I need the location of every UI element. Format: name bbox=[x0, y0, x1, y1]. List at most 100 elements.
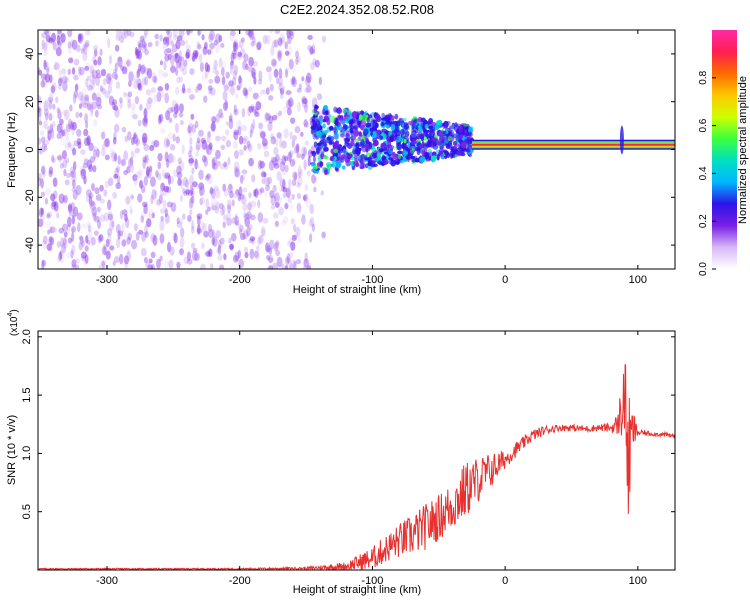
heat-cell bbox=[262, 34, 268, 45]
heat-cell bbox=[113, 68, 117, 74]
heat-cell bbox=[411, 158, 417, 163]
heat-cell bbox=[209, 186, 214, 195]
heat-cell bbox=[221, 76, 226, 86]
heat-cell bbox=[143, 256, 148, 264]
heat-cell bbox=[170, 65, 176, 73]
heat-cell bbox=[191, 52, 196, 63]
heat-cell bbox=[181, 144, 185, 155]
heat-cell bbox=[44, 144, 48, 152]
heat-cell bbox=[232, 76, 237, 87]
heat-cell bbox=[137, 119, 142, 127]
heat-cell bbox=[256, 92, 262, 98]
heat-cell bbox=[225, 71, 230, 79]
heat-cell bbox=[220, 67, 225, 77]
heat-cell bbox=[91, 74, 97, 86]
heat-cell bbox=[75, 83, 80, 92]
heat-cell bbox=[293, 223, 297, 233]
heat-cell bbox=[101, 246, 107, 256]
heat-cell bbox=[204, 62, 209, 72]
heat-cell bbox=[38, 218, 44, 228]
heat-cell bbox=[159, 113, 164, 123]
heat-cell bbox=[92, 44, 99, 50]
heat-cell bbox=[95, 73, 102, 79]
heat-cell bbox=[241, 169, 248, 175]
heat-cell bbox=[159, 233, 165, 244]
heat-cell bbox=[95, 96, 102, 107]
heat-cell bbox=[38, 120, 43, 126]
heat-cell bbox=[156, 198, 161, 206]
heat-cell bbox=[306, 265, 311, 269]
heat-cell bbox=[199, 198, 203, 206]
heat-cell bbox=[265, 66, 272, 73]
heat-cell bbox=[166, 138, 171, 147]
heat-cell bbox=[130, 150, 134, 159]
heat-cell bbox=[181, 68, 188, 76]
heat-cell bbox=[220, 144, 226, 150]
heat-cell bbox=[368, 141, 373, 150]
heat-cell bbox=[200, 137, 206, 144]
heat-cell bbox=[108, 179, 112, 188]
heat-cell bbox=[270, 204, 276, 210]
heat-cell bbox=[105, 73, 112, 85]
heat-cell bbox=[154, 189, 158, 199]
heat-cell bbox=[234, 251, 240, 262]
heat-cell bbox=[136, 73, 140, 82]
heat-cell bbox=[134, 147, 140, 154]
heat-cell bbox=[222, 90, 228, 102]
heat-cell bbox=[323, 146, 329, 152]
heat-cell bbox=[167, 241, 171, 253]
heat-cell bbox=[291, 63, 297, 75]
heat-cell bbox=[93, 59, 98, 66]
heat-cell bbox=[106, 228, 113, 236]
heat-cell bbox=[269, 190, 275, 199]
heat-cell bbox=[269, 239, 275, 250]
heat-cell bbox=[233, 129, 240, 135]
heat-cell bbox=[64, 76, 69, 84]
heat-cell bbox=[128, 71, 134, 82]
heat-cell bbox=[160, 182, 165, 192]
heat-cell bbox=[248, 238, 254, 244]
heat-cell bbox=[129, 31, 135, 38]
y-tick-label: 40 bbox=[24, 48, 36, 60]
heat-cell bbox=[170, 54, 175, 66]
heat-cell bbox=[119, 210, 124, 220]
heat-cell bbox=[119, 100, 123, 110]
heat-cell bbox=[43, 140, 50, 146]
heat-cell bbox=[95, 194, 102, 201]
heat-cell bbox=[112, 99, 118, 106]
heat-cell bbox=[226, 217, 232, 226]
heat-cell bbox=[275, 191, 280, 201]
heat-cell bbox=[302, 194, 307, 201]
heat-cell bbox=[124, 214, 128, 222]
heat-cell bbox=[333, 141, 339, 149]
heat-cell bbox=[244, 213, 250, 220]
heat-cell bbox=[297, 176, 303, 186]
heat-cell bbox=[56, 212, 60, 219]
heat-cell bbox=[124, 135, 129, 143]
heat-cell bbox=[353, 142, 360, 148]
heat-cell bbox=[99, 214, 106, 222]
heat-cell bbox=[212, 235, 218, 247]
heat-cell bbox=[150, 264, 156, 269]
heat-cell bbox=[272, 184, 277, 193]
heat-cell bbox=[97, 219, 102, 229]
heat-cell bbox=[91, 182, 95, 192]
heat-cell bbox=[340, 133, 345, 138]
heat-cell bbox=[381, 112, 386, 119]
heat-cell bbox=[296, 55, 302, 63]
heat-cell bbox=[217, 160, 221, 167]
heat-cell bbox=[113, 136, 117, 145]
heat-cell bbox=[457, 131, 463, 136]
heat-cell bbox=[208, 142, 213, 151]
heat-cell bbox=[257, 40, 262, 51]
heat-cell bbox=[286, 99, 292, 110]
heat-cell bbox=[337, 107, 342, 113]
heat-cell bbox=[206, 64, 211, 73]
heat-cell bbox=[103, 138, 110, 148]
heat-cell bbox=[78, 112, 83, 118]
heat-cell bbox=[150, 194, 154, 205]
heat-cell bbox=[388, 149, 393, 155]
heat-cell bbox=[312, 165, 319, 170]
heat-cell bbox=[196, 41, 201, 50]
heat-cell bbox=[56, 256, 61, 263]
